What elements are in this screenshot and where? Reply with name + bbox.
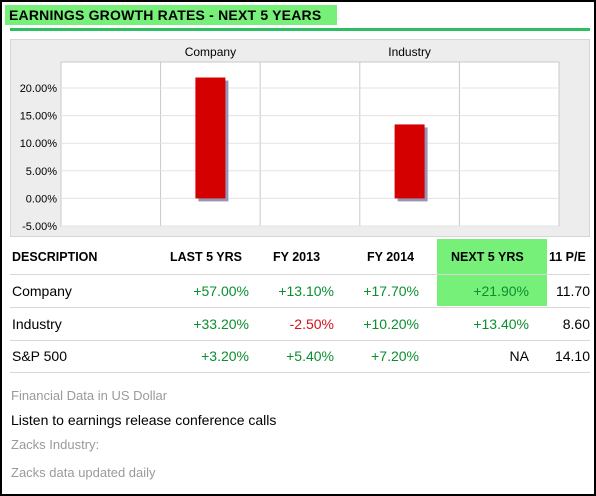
update-note: Zacks data updated daily — [11, 465, 156, 480]
row-divider — [10, 372, 590, 373]
chart-panel: 20.00% 15.00% 10.00% 5.00% 0.00% -5.00% Compa… — [10, 39, 590, 237]
fy-2014-value: +17.70% — [363, 283, 419, 299]
fy-2014-value: +10.20% — [363, 316, 419, 332]
zacks-industry-label: Zacks Industry: — [11, 437, 100, 452]
row-divider — [10, 274, 590, 275]
row-name: Industry — [12, 316, 62, 332]
last-5-yrs-value: +3.20% — [201, 348, 249, 364]
growth-chart: 20.00% 15.00% 10.00% 5.00% 0.00% -5.00% Compa… — [20, 45, 560, 233]
table-row-company: Company +57.00% +13.10% +17.70% +21.90% … — [10, 275, 590, 307]
y-tick-label: 0.00% — [26, 193, 57, 205]
last-5-yrs-value: +33.20% — [193, 316, 249, 332]
next-5-yrs-value: NA — [509, 348, 529, 364]
header-bar — [5, 5, 337, 25]
y-tick-label: 10.00% — [20, 138, 58, 150]
pe-value: 11.70 — [556, 283, 590, 299]
table-header: DESCRIPTION LAST 5 YRS FY 2013 FY 2014 N… — [10, 239, 590, 275]
next-5-yrs-value: +21.90% — [473, 283, 529, 299]
table-row-industry: Industry +33.20% -2.50% +10.20% +13.40% … — [10, 308, 590, 340]
next-5-yrs-highlight — [437, 239, 547, 306]
col-description: DESCRIPTION — [12, 250, 98, 264]
fy-2013-value: +13.10% — [278, 283, 334, 299]
next-5-yrs-value: +13.40% — [473, 316, 529, 332]
col-last-5-yrs: LAST 5 YRS — [170, 250, 243, 264]
bar-company — [195, 77, 226, 199]
y-tick-label: 15.00% — [20, 111, 58, 123]
row-divider — [10, 307, 590, 308]
last-5-yrs-value: +57.00% — [193, 283, 249, 299]
widget-title: EARNINGS GROWTH RATES - NEXT 5 YEARS — [9, 7, 322, 23]
fy-2013-value: -2.50% — [289, 316, 334, 332]
y-tick-label: -5.00% — [22, 221, 57, 233]
y-tick-label: 20.00% — [20, 83, 58, 95]
header-divider — [10, 28, 590, 31]
category-label: Industry — [388, 45, 431, 59]
bar-industry — [394, 124, 425, 199]
pe-value: 8.60 — [562, 316, 590, 332]
fy-2013-value: +5.40% — [286, 348, 334, 364]
row-divider — [10, 340, 590, 341]
col-fy-2014: FY 2014 — [367, 250, 415, 264]
pe-value: 14.10 — [554, 348, 590, 364]
table-row-sp500: S&P 500 +3.20% +5.40% +7.20% NA 14.10 — [10, 340, 590, 372]
col-fy-2013: FY 2013 — [273, 250, 321, 264]
plot-area — [60, 61, 560, 227]
fy-2014-value: +7.20% — [371, 348, 419, 364]
category-label: Company — [185, 45, 236, 59]
conference-calls-link[interactable]: Listen to earnings release conference ca… — [11, 412, 277, 428]
col-pe: 11 P/E — [549, 250, 586, 264]
col-next-5-yrs: NEXT 5 YRS — [451, 250, 524, 264]
row-name: Company — [12, 283, 72, 299]
y-tick-label: 5.00% — [26, 166, 57, 178]
row-name: S&P 500 — [12, 348, 68, 364]
currency-note: Financial Data in US Dollar — [11, 388, 168, 403]
